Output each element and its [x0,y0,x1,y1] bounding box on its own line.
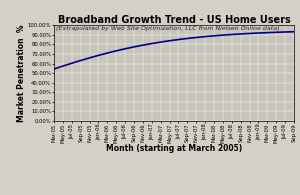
Title: Broadband Growth Trend - US Home Users: Broadband Growth Trend - US Home Users [58,15,290,25]
Text: (Extrapolated by Web Site Optimization, LLC from Nielsen Online data): (Extrapolated by Web Site Optimization, … [56,26,280,31]
Y-axis label: Market Penetration  %: Market Penetration % [17,24,26,122]
X-axis label: Month (starting at March 2005): Month (starting at March 2005) [106,144,242,153]
